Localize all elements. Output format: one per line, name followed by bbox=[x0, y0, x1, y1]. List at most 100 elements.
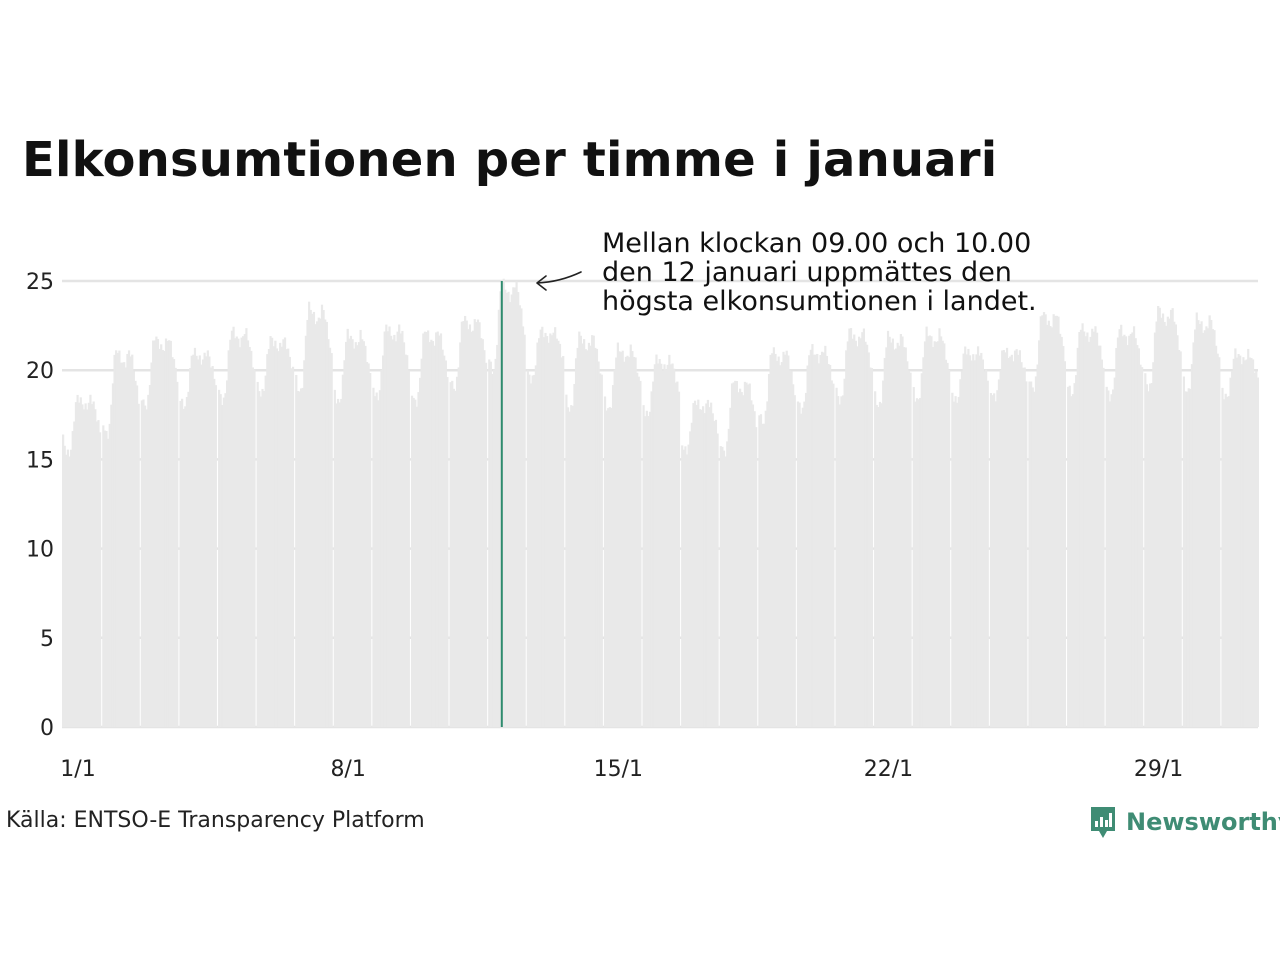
hour-bar bbox=[65, 454, 68, 727]
hour-bar bbox=[197, 359, 200, 727]
hour-bar bbox=[269, 336, 272, 727]
hour-bar bbox=[621, 350, 624, 727]
hour-bar bbox=[533, 374, 536, 727]
hour-bar bbox=[1050, 327, 1054, 727]
hour-bar bbox=[956, 402, 959, 727]
hour-bar bbox=[628, 357, 631, 727]
hour-bar bbox=[349, 335, 353, 727]
hour-bar bbox=[267, 348, 271, 727]
hour-bar bbox=[425, 332, 428, 727]
hour-bar bbox=[1153, 332, 1157, 727]
hour-bar bbox=[648, 411, 652, 727]
hour-bar bbox=[775, 360, 779, 727]
hour-bar bbox=[1232, 358, 1235, 727]
hour-bar bbox=[991, 395, 994, 727]
hour-bar bbox=[812, 354, 816, 727]
hour-bar bbox=[880, 403, 883, 727]
hour-bar bbox=[985, 369, 988, 727]
hour-bar bbox=[1128, 335, 1131, 727]
hour-bar bbox=[386, 331, 390, 727]
hour-bar bbox=[978, 355, 981, 727]
hour-bar bbox=[986, 380, 989, 727]
hour-bar bbox=[840, 396, 843, 727]
hour-bar bbox=[103, 430, 107, 727]
hour-bar bbox=[86, 409, 89, 727]
hour-bar bbox=[70, 449, 73, 727]
hour-bar bbox=[504, 289, 507, 727]
hour-bar bbox=[1075, 375, 1078, 727]
hour-bar bbox=[1216, 353, 1219, 727]
hour-bar bbox=[407, 370, 410, 727]
hour-bar bbox=[345, 341, 348, 727]
hour-bar bbox=[703, 413, 706, 727]
hour-bar bbox=[235, 336, 238, 727]
hour-bar bbox=[283, 337, 287, 727]
hour-bar bbox=[256, 381, 259, 727]
hour-bar bbox=[631, 351, 634, 727]
hour-bar bbox=[1073, 383, 1076, 727]
hour-bar bbox=[489, 361, 492, 727]
brand-logo[interactable]: Newsworthy bbox=[1088, 804, 1280, 840]
hour-bar bbox=[483, 350, 486, 727]
hour-bar bbox=[1218, 357, 1221, 727]
hour-bar bbox=[402, 342, 406, 727]
hour-bar bbox=[131, 354, 134, 727]
hour-bar bbox=[1099, 345, 1102, 727]
hour-bar bbox=[957, 396, 960, 727]
hour-bar bbox=[271, 337, 274, 727]
hour-bar bbox=[1208, 315, 1211, 727]
hour-bar bbox=[383, 331, 386, 727]
hour-bar bbox=[316, 321, 319, 727]
hour-bar bbox=[71, 431, 74, 727]
hour-bar bbox=[819, 355, 822, 727]
hour-bar bbox=[1023, 367, 1026, 727]
hour-bar bbox=[449, 382, 452, 727]
hour-bar bbox=[187, 391, 190, 727]
hour-bar bbox=[1189, 388, 1192, 727]
hour-bar bbox=[874, 391, 877, 727]
hour-bar bbox=[632, 356, 636, 727]
hour-bar bbox=[209, 367, 213, 727]
hour-bar bbox=[338, 402, 341, 727]
hour-bar bbox=[274, 340, 277, 727]
hour-bar bbox=[317, 317, 320, 727]
hour-bar bbox=[803, 401, 806, 727]
hour-bar bbox=[996, 390, 999, 727]
hour-bar bbox=[537, 338, 541, 727]
hour-bar bbox=[721, 446, 724, 727]
hour-bar bbox=[121, 362, 124, 727]
hour-bar bbox=[232, 326, 235, 727]
hour-bar bbox=[997, 379, 1001, 727]
hour-bar bbox=[854, 340, 857, 727]
hour-bar bbox=[714, 419, 718, 727]
hour-bar bbox=[97, 420, 100, 727]
hour-bar bbox=[132, 371, 135, 727]
hour-bar bbox=[967, 348, 970, 727]
hour-bar bbox=[716, 433, 719, 727]
hour-bar bbox=[800, 413, 803, 727]
hour-bar bbox=[1107, 390, 1110, 727]
hour-bar bbox=[229, 339, 232, 727]
hour-bar bbox=[1110, 394, 1113, 727]
hour-bar bbox=[320, 304, 324, 727]
hour-bar bbox=[1250, 358, 1253, 727]
hour-bar bbox=[1214, 345, 1218, 727]
hour-bar bbox=[1197, 320, 1200, 727]
hour-bar bbox=[174, 367, 177, 727]
hour-bar bbox=[1149, 383, 1152, 727]
hour-bar bbox=[306, 319, 309, 727]
hour-bar bbox=[253, 369, 256, 727]
hour-bar bbox=[692, 403, 695, 727]
hour-bar bbox=[234, 338, 237, 727]
hour-bar bbox=[259, 396, 262, 727]
hour-bar bbox=[811, 344, 814, 727]
hour-bar bbox=[888, 336, 891, 727]
hour-bar bbox=[848, 328, 851, 727]
hour-bar bbox=[843, 378, 846, 727]
hour-bar bbox=[970, 360, 973, 727]
hour-bar bbox=[521, 326, 525, 727]
hour-bar bbox=[1203, 330, 1206, 727]
hour-bar bbox=[1234, 348, 1237, 727]
hour-bar bbox=[615, 357, 618, 727]
hour-bar bbox=[578, 331, 581, 727]
